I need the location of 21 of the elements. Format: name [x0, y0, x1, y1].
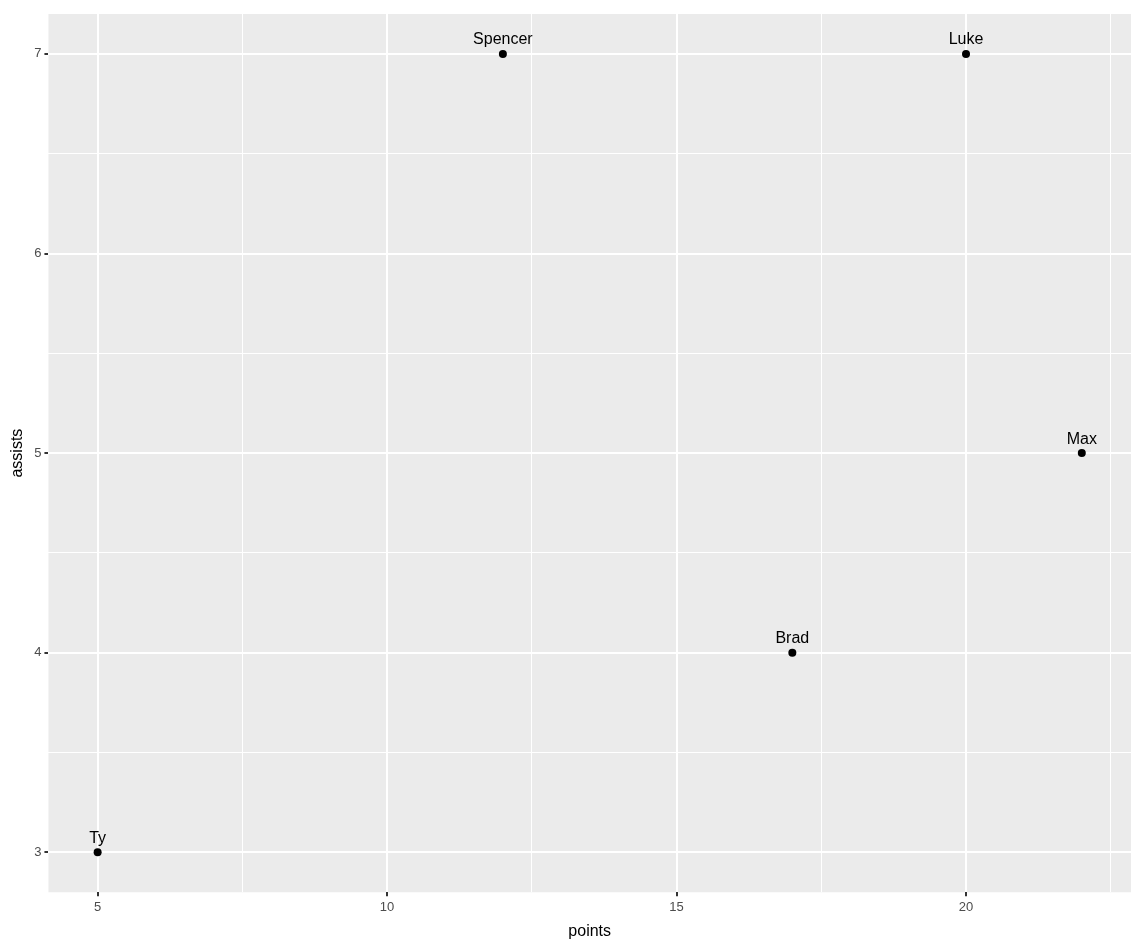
annotation: Luke	[948, 30, 984, 48]
x-tick-label: 15	[669, 898, 684, 914]
y-tick-label: 5	[34, 444, 42, 460]
x-tick-label: 5	[94, 898, 102, 914]
point	[1077, 449, 1086, 458]
annotation: Brad	[775, 629, 810, 647]
y-tick-label: 6	[34, 245, 42, 261]
point	[788, 648, 797, 657]
x-tick-label: 20	[958, 898, 974, 914]
point	[962, 49, 971, 58]
y-tick-label: 4	[34, 644, 42, 660]
point	[498, 49, 507, 58]
x-tick-label: 10	[379, 898, 395, 914]
point	[93, 848, 102, 857]
annotation: Max	[1066, 429, 1097, 447]
y-tick-label: 7	[34, 45, 42, 61]
annotation: Spencer	[473, 30, 534, 48]
y-axis-title: assists	[8, 428, 26, 478]
y-tick-label: 3	[34, 843, 42, 859]
x-axis-title: points	[568, 921, 612, 939]
annotation: Ty	[89, 828, 107, 846]
